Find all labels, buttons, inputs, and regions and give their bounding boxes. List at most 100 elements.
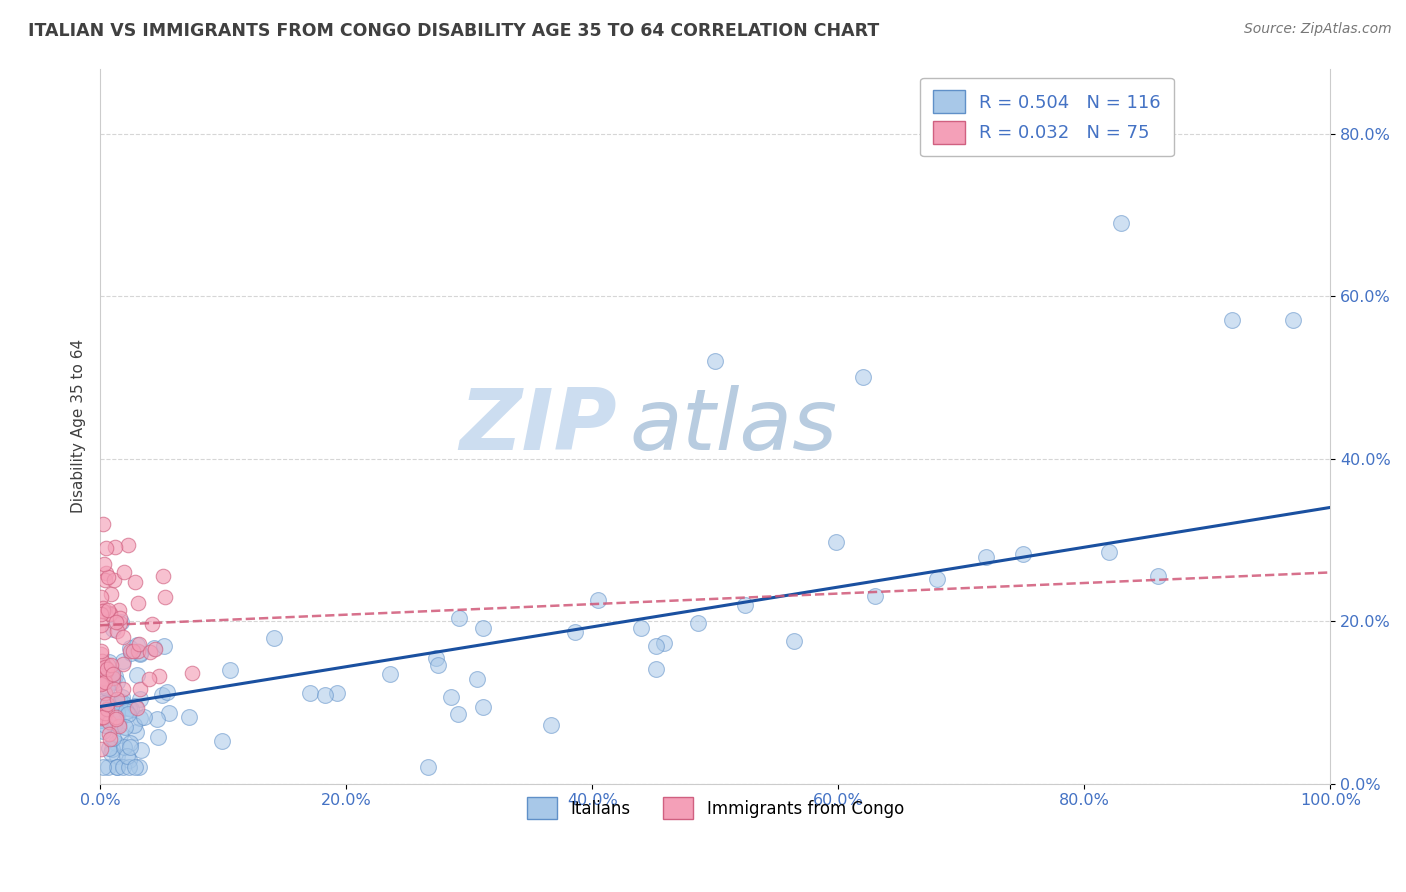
Point (155, 590, 177, 604)
Point (101, 666, 124, 681)
Point (97, 655, 120, 669)
Point (103, 682, 125, 697)
Point (105, 706, 128, 721)
Point (734, 599, 756, 613)
Point (98, 732, 121, 747)
Point (104, 668, 127, 682)
Point (104, 710, 127, 724)
Point (105, 705, 128, 719)
Point (143, 642, 166, 657)
Point (131, 743, 153, 757)
Point (153, 639, 176, 653)
Point (91, 603, 114, 617)
Point (122, 643, 145, 657)
Point (103, 719, 125, 733)
Point (100, 692, 122, 706)
Point (94, 573, 117, 587)
Point (90, 713, 112, 727)
Point (90, 654, 112, 668)
Point (97, 714, 120, 729)
Point (105, 748, 128, 763)
Point (90, 676, 112, 690)
Point (94, 709, 117, 723)
Point (128, 646, 150, 660)
Point (540, 718, 562, 732)
Point (127, 644, 149, 658)
Point (447, 706, 470, 721)
Legend: Italians, Immigrants from Congo: Italians, Immigrants from Congo (520, 790, 911, 825)
Point (94, 706, 117, 720)
Point (90, 590, 112, 604)
Point (105, 615, 128, 629)
Point (447, 611, 470, 625)
Point (416, 760, 439, 774)
Point (93, 671, 115, 685)
Point (299, 685, 322, 699)
Point (134, 710, 156, 724)
Point (111, 760, 134, 774)
Text: atlas: atlas (628, 384, 837, 467)
Point (120, 736, 142, 750)
Point (148, 669, 170, 683)
Point (125, 638, 148, 652)
Point (125, 667, 148, 681)
Point (105, 675, 128, 690)
Point (96, 665, 118, 679)
Point (96, 541, 118, 555)
Point (120, 646, 142, 660)
Point (138, 673, 160, 687)
Point (117, 749, 139, 764)
Point (124, 724, 146, 739)
Point (108, 616, 131, 631)
Point (96, 673, 118, 687)
Point (117, 538, 139, 552)
Point (686, 616, 709, 631)
Point (112, 630, 135, 644)
Point (630, 621, 652, 635)
Point (156, 685, 179, 699)
Point (704, 354, 727, 368)
Point (564, 625, 586, 640)
Point (1282, 313, 1305, 327)
Point (94, 675, 117, 690)
Point (263, 632, 285, 646)
Point (124, 760, 146, 774)
Point (90, 648, 112, 662)
Point (120, 702, 142, 716)
Point (107, 717, 129, 731)
Point (112, 657, 135, 671)
Point (1147, 569, 1170, 583)
Point (94, 718, 117, 732)
Point (143, 641, 166, 656)
Point (91, 516, 114, 531)
Point (852, 370, 875, 384)
Point (124, 574, 146, 589)
Point (101, 666, 124, 681)
Point (90, 644, 112, 658)
Point (93, 558, 115, 572)
Text: ZIP: ZIP (460, 384, 617, 467)
Point (104, 540, 127, 554)
Point (94, 660, 117, 674)
Text: ITALIAN VS IMMIGRANTS FROM CONGO DISABILITY AGE 35 TO 64 CORRELATION CHART: ITALIAN VS IMMIGRANTS FROM CONGO DISABIL… (28, 22, 879, 40)
Point (90, 742, 112, 756)
Point (107, 760, 129, 774)
Point (105, 691, 128, 706)
Point (90, 607, 112, 621)
Point (378, 667, 401, 681)
Point (114, 720, 136, 734)
Point (180, 665, 202, 680)
Point (96, 702, 118, 716)
Point (118, 760, 141, 774)
Point (112, 654, 135, 668)
Point (586, 593, 609, 607)
Point (96, 662, 118, 676)
Point (127, 700, 149, 714)
Point (107, 603, 129, 617)
Point (117, 700, 139, 714)
Point (120, 739, 142, 754)
Point (91, 604, 114, 618)
Point (100, 746, 122, 760)
Point (90, 710, 112, 724)
Point (100, 674, 122, 689)
